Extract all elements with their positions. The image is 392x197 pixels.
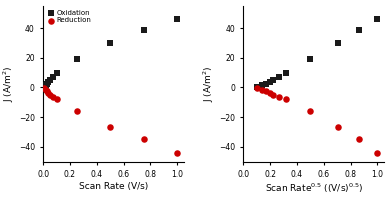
Point: [356, 28, 363, 31]
Oxidation: [107, 41, 113, 45]
Oxidation: [43, 84, 49, 87]
Point: [259, 84, 265, 87]
X-axis label: Scan Rate$^{0.5}$ ((V/s)$^{0.5}$): Scan Rate$^{0.5}$ ((V/s)$^{0.5}$): [265, 182, 363, 195]
Oxidation: [44, 82, 50, 85]
Reduction: [41, 87, 47, 90]
Reduction: [43, 88, 49, 91]
Reduction: [47, 93, 53, 96]
Point: [276, 75, 282, 79]
Reduction: [174, 151, 180, 154]
Oxidation: [141, 28, 147, 31]
Oxidation: [47, 78, 53, 82]
Point: [267, 81, 273, 84]
Point: [374, 151, 381, 154]
Point: [276, 96, 282, 99]
Point: [254, 87, 260, 90]
Point: [283, 71, 289, 74]
Reduction: [107, 126, 113, 129]
Point: [267, 91, 273, 94]
Point: [283, 98, 289, 101]
Point: [335, 41, 341, 45]
Point: [263, 90, 270, 93]
Point: [270, 78, 276, 82]
Reduction: [74, 110, 80, 113]
Oxidation: [74, 58, 80, 61]
Reduction: [44, 90, 50, 93]
Reduction: [49, 96, 56, 99]
Point: [307, 110, 314, 113]
Point: [356, 138, 363, 141]
Oxidation: [53, 71, 60, 74]
Point: [270, 93, 276, 96]
Legend: Oxidation, Reduction: Oxidation, Reduction: [47, 9, 92, 24]
Reduction: [53, 98, 60, 101]
Point: [263, 82, 270, 85]
Oxidation: [174, 18, 180, 21]
X-axis label: Scan Rate (V/s): Scan Rate (V/s): [79, 182, 148, 191]
Oxidation: [41, 85, 47, 88]
Point: [335, 126, 341, 129]
Y-axis label: J (A/m$^2$): J (A/m$^2$): [201, 65, 216, 102]
Reduction: [45, 91, 52, 94]
Point: [307, 58, 314, 61]
Point: [254, 85, 260, 88]
Reduction: [141, 138, 147, 141]
Point: [259, 88, 265, 91]
Oxidation: [45, 81, 52, 84]
Y-axis label: J (A/m$^2$): J (A/m$^2$): [2, 65, 16, 102]
Point: [374, 18, 381, 21]
Oxidation: [49, 75, 56, 79]
